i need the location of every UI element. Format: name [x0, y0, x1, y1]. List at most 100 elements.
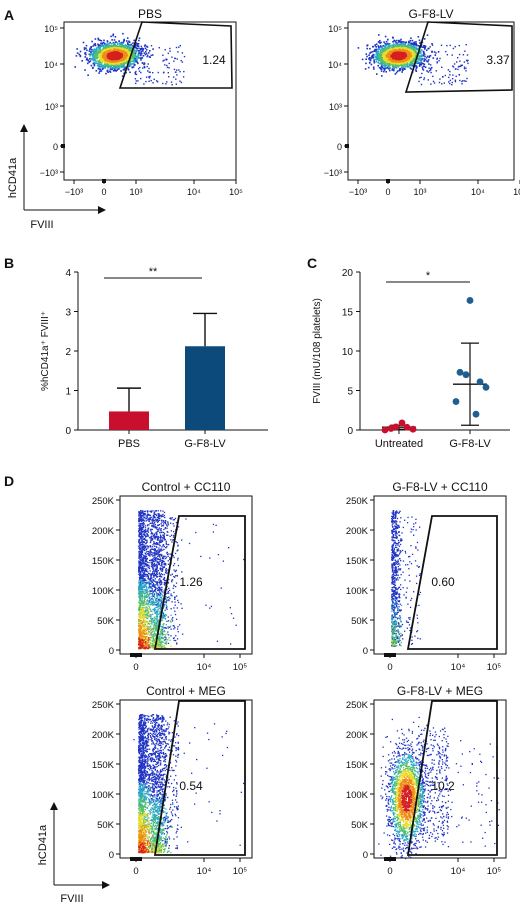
panel-a-plot-1-event — [121, 75, 124, 77]
panel-d-plot-1-event — [151, 590, 153, 592]
panel-d-plot-1-event — [153, 548, 155, 550]
panel-d-plot-1-event — [161, 514, 163, 516]
panel-d-plot-1-event — [151, 581, 154, 583]
panel-a-plot-2-event — [367, 66, 370, 69]
panel-a-plot-2-event — [372, 45, 374, 48]
panel-a-plot-2-event — [385, 44, 388, 46]
panel-a-plot-2-event — [393, 39, 396, 42]
panel-d-plot-1-event — [156, 576, 158, 578]
panel-d-plot-1-event — [142, 524, 144, 526]
panel-d-plot-1-event — [162, 578, 165, 581]
panel-d-plot-1-event — [173, 607, 175, 609]
panel-d-plot-1-event — [174, 576, 176, 578]
panel-a-plot-1-event — [103, 41, 105, 44]
panel-a-plot-2-event — [410, 44, 413, 47]
panel-d-plot-1-event — [152, 534, 155, 536]
panel-a-plot-2-event — [406, 66, 408, 68]
panel-a-plot-1-event — [99, 47, 101, 49]
panel-a-plot-1-event — [94, 38, 97, 40]
panel-a-plot-1-event — [110, 64, 113, 66]
panel-d-plot-1-event — [159, 534, 162, 536]
panel-a-plot-2-event — [416, 66, 418, 68]
panel-d-plot-1-event — [143, 570, 146, 572]
panel-a-plot-1-event — [105, 62, 108, 64]
panel-d-plot-1-event — [160, 515, 162, 517]
panel-d-plot-1-event — [153, 517, 155, 519]
panel-a-plot-1-event — [98, 52, 100, 55]
panel-d-plot-1-event — [160, 583, 163, 585]
panel-a-plot-2-event — [394, 44, 396, 47]
panel-a-plot-2-event — [429, 46, 431, 48]
panel-d-plot-1-event — [165, 523, 167, 525]
panel-a-plot-2-event — [383, 67, 385, 70]
panel-a-plot-2-event — [396, 48, 398, 51]
panel-d-plot-1-event — [159, 584, 161, 586]
panel-a-plot-2-event — [408, 59, 410, 62]
panel-d-plot-1-event — [158, 551, 160, 554]
panel-d-plot-1-event — [162, 535, 165, 537]
panel-d-plot-1-event — [173, 534, 175, 537]
panel-d-plot-1-event — [174, 570, 176, 573]
panel-a-plot-1-event — [144, 63, 146, 65]
panel-d-plot-1-event — [165, 571, 167, 573]
panel-d-plot-1-event — [160, 607, 162, 609]
panel-d-plot-1-event — [140, 576, 142, 578]
panel-d-plot-1-event — [143, 534, 146, 536]
panel-a-plot-1-event — [88, 50, 91, 52]
panel-a-plot-2-event — [423, 44, 425, 47]
panel-a-plot-2-event — [366, 44, 368, 47]
panel-a-plot-1-event — [133, 51, 135, 54]
panel-a-plot-2-event — [402, 67, 404, 70]
panel-d-plot-1-event — [172, 617, 174, 619]
panel-d-plot-1-event — [160, 568, 162, 570]
panel-d-plot-1-event — [164, 564, 167, 566]
panel-d-plot-1-event — [212, 523, 215, 526]
panel-a-plot-2-event — [418, 61, 420, 64]
panel-a-plot-1-event — [129, 51, 131, 54]
panel-a-plot-2-event — [447, 69, 450, 71]
panel-d-plot-1-event — [159, 532, 161, 534]
panel-a-plot-2-event — [396, 50, 398, 53]
panel-d-plot-1-event — [161, 531, 163, 533]
panel-a-plot-1-event — [103, 66, 105, 69]
panel-d-plot-1-event — [144, 538, 146, 540]
panel-d-plot-1-event — [142, 557, 144, 559]
panel-d-plot-1-event — [142, 558, 144, 560]
panel-a-plot-1-event — [131, 66, 133, 68]
panel-a-plot-1-event — [153, 78, 155, 80]
panel-d-plot-1-event — [150, 565, 153, 567]
panel-a-plot-2-event — [412, 53, 414, 56]
panel-d-plot-1-event — [161, 588, 163, 590]
panel-d-plot-1-event — [150, 538, 152, 540]
panel-a-plot-1-event — [124, 65, 126, 68]
panel-d-plot-1-event — [160, 590, 163, 592]
panel-d-plot-1-event — [160, 560, 162, 562]
panel-d-plot-1-event — [154, 535, 157, 538]
panel-d-plot-1-event — [138, 531, 140, 533]
panel-a-plot-2-event — [400, 66, 403, 69]
panel-a-plot-1-event — [83, 48, 86, 51]
panel-d-plot-1-event — [147, 535, 150, 537]
panel-a-plot-2-event — [370, 56, 373, 58]
panel-a-plot-1-event — [146, 46, 149, 48]
panel-a-plot-1-event — [101, 42, 104, 45]
panel-a-plot-1-event — [114, 36, 117, 38]
panel-a-plot-1-event — [115, 65, 117, 68]
panel-a-plot-1-event — [145, 80, 147, 83]
panel-a-plot-1-event — [100, 50, 102, 53]
panel-a-plot-1-event — [87, 59, 89, 62]
panel-d-plot-1-event — [159, 517, 161, 520]
panel-d-plot-1-event — [143, 575, 145, 577]
panel-d-plot-1-event — [138, 570, 140, 572]
panel-d-plot-1-event — [151, 538, 154, 540]
panel-a-plot-2-event — [373, 61, 376, 64]
panel-d-plot-1-event — [166, 531, 168, 533]
panel-d-plot-1-event — [159, 535, 162, 537]
panel-d-plot-1-event — [150, 574, 152, 576]
panel-d-plot-1-event — [159, 540, 162, 542]
panel-d-plot-1-event — [177, 545, 179, 547]
panel-a-plot-2-event — [364, 68, 367, 70]
panel-a-plot-1-event — [132, 59, 135, 62]
panel-d-plot-1-event — [152, 582, 155, 585]
panel-d-plot-1-event — [141, 564, 143, 566]
